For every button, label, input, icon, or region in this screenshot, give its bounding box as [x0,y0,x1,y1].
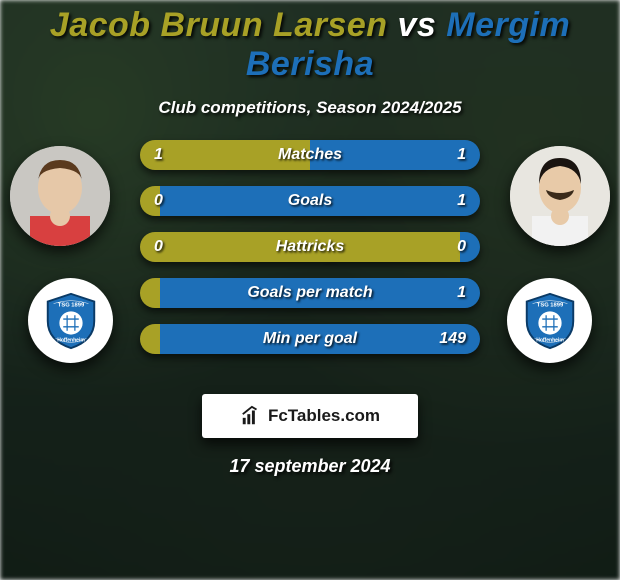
stat-fill-left [140,232,460,262]
stat-fill-right [160,324,480,354]
title-separator: vs [398,6,437,44]
stat-row: Matches11 [140,140,480,170]
svg-text:TSG 1899: TSG 1899 [57,302,84,308]
svg-text:Hoffenheim: Hoffenheim [536,337,564,343]
comparison-card: Jacob Bruun Larsen vs Mergim Berisha Clu… [0,0,620,580]
svg-text:Hoffenheim: Hoffenheim [57,337,85,343]
stat-row: Goals01 [140,186,480,216]
stat-fill-right [310,140,480,170]
stat-fill-right [460,232,480,262]
stat-fill-right [160,278,480,308]
stat-row: Goals per match1 [140,278,480,308]
compare-area: TSG 1899 Hoffenheim TSG 1899 Hoffenheim … [0,146,620,376]
player1-name: Jacob Bruun Larsen [50,6,388,44]
player2-club-badge: TSG 1899 Hoffenheim [507,278,592,363]
stat-fill-left [140,140,310,170]
club-badge-icon: TSG 1899 Hoffenheim [519,290,581,352]
stat-fill-right [160,186,480,216]
stat-fill-left [140,186,160,216]
subtitle: Club competitions, Season 2024/2025 [0,98,620,118]
player1-avatar-image [10,146,110,246]
stat-row: Min per goal149 [140,324,480,354]
page-title: Jacob Bruun Larsen vs Mergim Berisha [0,6,620,84]
chart-icon [240,405,262,427]
player2-avatar-image [510,146,610,246]
date: 17 september 2024 [0,456,620,477]
player2-avatar [510,146,610,246]
stat-fill-left [140,324,160,354]
brand-box: FcTables.com [202,394,418,438]
player1-avatar [10,146,110,246]
stat-fill-left [140,278,160,308]
stat-row: Hattricks00 [140,232,480,262]
brand-text: FcTables.com [268,406,380,426]
player1-club-badge: TSG 1899 Hoffenheim [28,278,113,363]
stat-bars: Matches11 Goals01 Hattricks00 Goals per mat… [140,140,480,370]
club-badge-icon: TSG 1899 Hoffenheim [40,290,102,352]
svg-text:TSG 1899: TSG 1899 [536,302,563,308]
